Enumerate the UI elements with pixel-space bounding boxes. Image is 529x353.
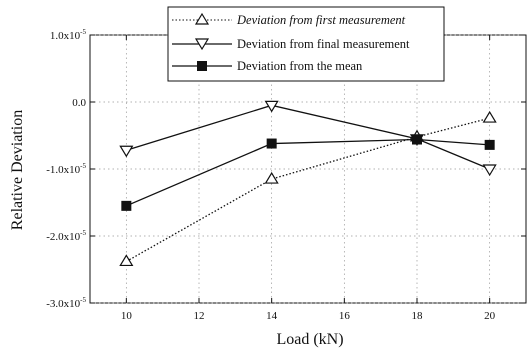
legend-label-final: Deviation from final measurement [237,37,410,51]
grid [90,34,526,304]
series-line-2 [126,138,490,207]
x-tick-label: 16 [339,310,351,322]
series-group [119,100,497,267]
y-tick-label: 1.0x10-5 [50,28,87,42]
series-2-point [266,138,277,149]
legend-label-first: Deviation from first measurement [236,13,406,27]
x-tick-label: 12 [194,310,205,322]
y-tick-label: -1.0x10-5 [46,162,86,176]
y-tick-label: -2.0x10-5 [46,229,86,243]
series-2-point [121,200,132,211]
x-tick-label: 14 [266,310,278,322]
x-tick-label: 18 [412,310,424,322]
series-0-point [119,254,134,267]
series-1-point [482,164,497,177]
x-tick-label: 10 [121,310,133,322]
series-2-point [484,139,495,150]
series-1-point [119,145,134,158]
series-2-point [412,134,422,145]
legend: Deviation from first measurement Deviati… [167,6,445,82]
legend-label-mean: Deviation from the mean [237,59,363,73]
legend-marker-final [194,38,210,51]
x-tick-label: 20 [484,310,496,322]
legend-marker-first [194,12,210,25]
y-axis-label: Relative Deviation [9,110,26,230]
series-0-point [482,110,497,123]
x-axis-label: Load (kN) [276,331,343,348]
series-1-point [264,100,279,113]
y-tick-labels: 1.0x10-5 0.0 -1.0x10-5 -2.0x10-5 -3.0x10-5 [46,28,86,310]
series-line-0 [126,117,490,263]
y-tick-label: 0.0 [72,97,86,109]
legend-marker-mean [197,61,207,71]
y-tick-label: -3.0x10-5 [46,296,86,310]
series-0-point [264,171,279,184]
series-line-1 [126,104,490,170]
x-tick-labels: 10 12 14 16 18 20 [121,310,496,322]
